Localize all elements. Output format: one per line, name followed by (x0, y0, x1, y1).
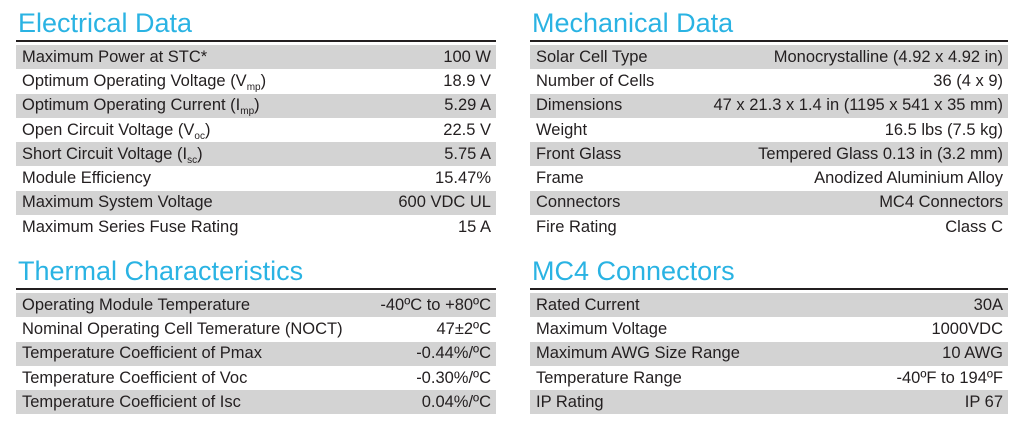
spec-label: Module Efficiency (22, 169, 152, 188)
spec-label: Connectors (536, 193, 621, 212)
spec-label-subscript: sc (187, 154, 198, 166)
spec-row: Temperature Coefficient of Voc -0.30%/ºC (16, 366, 496, 390)
spec-label: Fire Rating (536, 217, 617, 236)
spec-value: MC4 Connectors (879, 193, 1003, 212)
spec-row: Dimensions 47 x 21.3 x 1.4 in (1195 x 541… (530, 93, 1008, 118)
spec-value: 30A (973, 295, 1003, 314)
spec-row: Optimum Operating Current (Imp) 5.29 A (16, 93, 496, 118)
spec-label: Number of Cells (536, 71, 655, 90)
spec-table: Rated Current 30A Maximum Voltage 1000VDC Ma… (530, 293, 1008, 415)
spec-value: Tempered Glass 0.13 in (3.2 mm) (758, 144, 1003, 163)
spec-label-subscript: mp (246, 81, 261, 93)
section-title: Thermal Characteristics (16, 256, 496, 290)
section-title: Electrical Data (16, 8, 496, 42)
spec-row: Number of Cells 36 (4 x 9) (530, 69, 1008, 93)
spec-row: Maximum AWG Size Range 10 AWG (530, 341, 1008, 366)
spec-value: 1000VDC (931, 319, 1003, 338)
spec-row: Temperature Coefficient of Pmax -0.44%/ºC (16, 341, 496, 366)
spec-label: Maximum Series Fuse Rating (22, 217, 239, 236)
spec-value: 15 A (457, 217, 491, 236)
spec-value: Monocrystalline (4.92 x 4.92 in) (773, 47, 1003, 66)
spec-row: Operating Module Temperature -40ºC to +80… (16, 293, 496, 318)
spec-row: Maximum Power at STC* 100 W (16, 45, 496, 70)
spec-label: Front Glass (536, 144, 622, 163)
spec-label: Optimum Operating Current (Imp) (22, 96, 260, 118)
section-title: Mechanical Data (530, 8, 1008, 42)
spec-table: Solar Cell Type Monocrystalline (4.92 x 4… (530, 45, 1008, 239)
spec-label: Operating Module Temperature (22, 295, 251, 314)
spec-label: Maximum System Voltage (22, 193, 213, 212)
section-title: MC4 Connectors (530, 256, 1008, 290)
spec-value: 47±2ºC (436, 319, 491, 338)
spec-row: Maximum Series Fuse Rating 15 A (16, 215, 496, 239)
spec-row: Nominal Operating Cell Temerature (NOCT)… (16, 317, 496, 341)
spec-row: Open Circuit Voltage (Voc) 22.5 V (16, 118, 496, 142)
mc4-connectors-section: MC4 Connectors Rated Current 30A Maximum V… (530, 256, 1008, 415)
spec-value: Anodized Aluminium Alloy (814, 169, 1003, 188)
spec-label: Optimum Operating Voltage (Vmp) (22, 71, 267, 93)
spec-row: Optimum Operating Voltage (Vmp) 18.9 V (16, 69, 496, 93)
spec-value: 16.5 lbs (7.5 kg) (884, 120, 1003, 139)
spec-label: Solar Cell Type (536, 47, 648, 66)
spec-row: Solar Cell Type Monocrystalline (4.92 x 4… (530, 45, 1008, 70)
spec-value: 5.29 A (444, 96, 491, 115)
spec-row: Temperature Range -40ºF to 194ºF (530, 366, 1008, 390)
spec-value: 36 (4 x 9) (933, 71, 1003, 90)
spec-row: Weight 16.5 lbs (7.5 kg) (530, 118, 1008, 142)
spec-label: Temperature Range (536, 368, 682, 387)
spec-table: Maximum Power at STC* 100 W Optimum Operat… (16, 45, 496, 239)
spec-label: Short Circuit Voltage (Isc) (22, 144, 203, 166)
spec-value: -40ºF to 194ºF (896, 368, 1003, 387)
spec-label: Maximum AWG Size Range (536, 344, 740, 363)
spec-label: Dimensions (536, 96, 623, 115)
spec-label: Maximum Power at STC* (22, 47, 208, 66)
spec-row: Fire Rating Class C (530, 215, 1008, 239)
spec-value: 10 AWG (942, 344, 1003, 363)
spec-label: IP Rating (536, 392, 604, 411)
spec-row: Front Glass Tempered Glass 0.13 in (3.2 m… (530, 142, 1008, 167)
spec-table: Operating Module Temperature -40ºC to +80… (16, 293, 496, 415)
spec-row: Module Efficiency 15.47% (16, 166, 496, 190)
spec-row: Maximum Voltage 1000VDC (530, 317, 1008, 341)
spec-label: Nominal Operating Cell Temerature (NOCT) (22, 319, 343, 338)
spec-label: Temperature Coefficient of Voc (22, 368, 248, 387)
spec-row: Maximum System Voltage 600 VDC UL (16, 190, 496, 216)
spec-row: Short Circuit Voltage (Isc) 5.75 A (16, 142, 496, 167)
spec-label: Rated Current (536, 295, 640, 314)
spec-label: Frame (536, 169, 584, 188)
thermal-characteristics-section: Thermal Characteristics Operating Module… (16, 256, 496, 415)
spec-label-subscript: mp (240, 106, 255, 118)
spec-value: 18.9 V (443, 71, 491, 90)
spec-row: Connectors MC4 Connectors (530, 190, 1008, 216)
spec-row: Rated Current 30A (530, 293, 1008, 318)
electrical-data-section: Electrical Data Maximum Power at STC* 100… (16, 8, 496, 239)
spec-row: IP Rating IP 67 (530, 390, 1008, 415)
spec-label: Maximum Voltage (536, 319, 668, 338)
spec-value: -0.44%/ºC (416, 344, 491, 363)
spec-value: 15.47% (435, 169, 491, 188)
spec-value: -40ºC to +80ºC (380, 295, 491, 314)
spec-label-subscript: oc (194, 130, 205, 142)
mechanical-data-section: Mechanical Data Solar Cell Type Monocryst… (530, 8, 1008, 239)
spec-value: 22.5 V (443, 120, 491, 139)
spec-value: Class C (945, 217, 1003, 236)
spec-value: -0.30%/ºC (416, 368, 491, 387)
spec-value: 100 W (443, 47, 491, 66)
spec-label: Temperature Coefficient of Isc (22, 392, 241, 411)
spec-row: Frame Anodized Aluminium Alloy (530, 166, 1008, 190)
spec-value: 0.04%/ºC (421, 392, 491, 411)
spec-value: 5.75 A (444, 144, 491, 163)
spec-label: Weight (536, 120, 588, 139)
spec-value: 47 x 21.3 x 1.4 in (1195 x 541 x 35 mm) (713, 96, 1003, 115)
spec-value: IP 67 (964, 392, 1003, 411)
spec-label: Temperature Coefficient of Pmax (22, 344, 262, 363)
spec-row: Temperature Coefficient of Isc 0.04%/ºC (16, 390, 496, 415)
spec-label: Open Circuit Voltage (Voc) (22, 120, 211, 142)
spec-value: 600 VDC UL (398, 193, 491, 212)
